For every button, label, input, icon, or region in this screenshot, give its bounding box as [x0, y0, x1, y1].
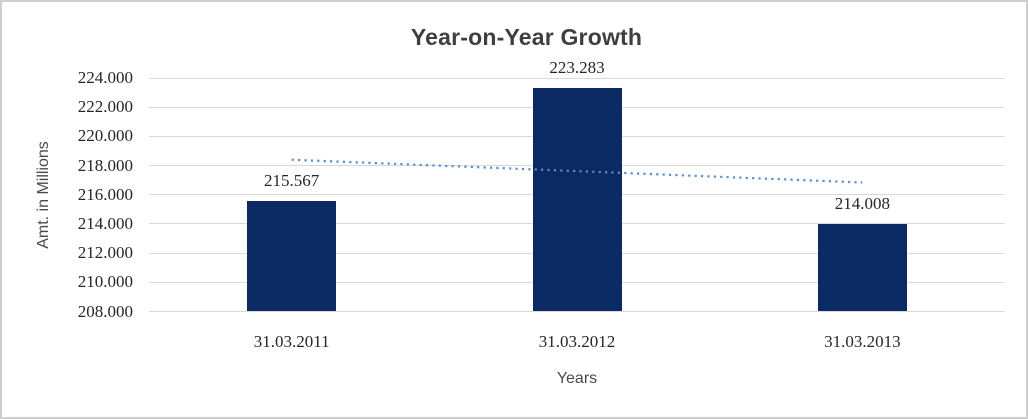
data-label: 214.008: [834, 193, 890, 213]
gridline: [149, 311, 1005, 312]
y-tick-label: 218.000: [77, 155, 133, 175]
y-axis-title: Amt. in Millions: [35, 141, 52, 249]
y-tick-label: 214.000: [77, 213, 133, 233]
y-tick-label: 208.000: [77, 301, 133, 321]
y-tick-label: 210.000: [77, 272, 133, 292]
data-label: 223.283: [549, 58, 605, 78]
y-tick-label: 222.000: [77, 97, 133, 117]
bar: [247, 201, 337, 312]
x-axis-title: Years: [556, 370, 598, 387]
y-tick-label: 216.000: [77, 184, 133, 204]
y-tick-label: 212.000: [77, 243, 133, 263]
category-label: 31.03.2011: [253, 331, 330, 351]
chart-title: Year-on-Year Growth: [410, 24, 643, 50]
y-tick-label: 224.000: [77, 68, 133, 87]
category-label: 31.03.2013: [824, 331, 901, 351]
gridline: [149, 77, 1005, 79]
bar: [532, 88, 622, 312]
data-label: 215.567: [264, 171, 320, 191]
category-label: 31.03.2012: [538, 331, 616, 351]
y-tick-label: 220.000: [77, 126, 133, 146]
bar: [817, 223, 907, 312]
